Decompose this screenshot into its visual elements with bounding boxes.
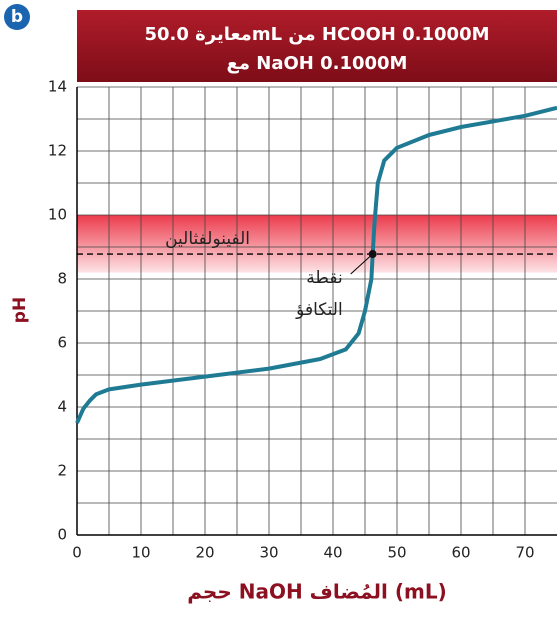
x-tick-label: 0 <box>72 544 82 562</box>
equivalence-label: التكافؤ <box>295 300 343 320</box>
y-tick-label: 4 <box>57 398 67 416</box>
y-axis-label: pH <box>10 297 30 323</box>
curve <box>75 105 557 424</box>
chart-title: معايرة 50.0mL من HCOOH 0.1000M <box>144 24 489 45</box>
x-tick-label: 30 <box>259 544 278 562</box>
x-tick-label: 50 <box>387 544 406 562</box>
equivalence-label: نقطة <box>306 268 342 288</box>
leader-line <box>350 253 374 275</box>
title-band <box>77 10 557 82</box>
x-tick-label: 70 <box>515 544 534 562</box>
x-axis-label: حجم NaOH المُضاف (mL) <box>187 580 446 604</box>
indicator-label: الفينولفثالين <box>165 229 250 249</box>
y-tick-label: 2 <box>57 462 67 480</box>
y-tick-label: 12 <box>48 142 67 160</box>
equivalence-point <box>368 250 377 259</box>
y-tick-label: 10 <box>48 206 67 224</box>
chart-title: مع NaOH 0.1000M <box>227 53 408 74</box>
x-tick-label: 60 <box>451 544 470 562</box>
y-tick-label: 8 <box>57 270 67 288</box>
x-tick-label: 40 <box>323 544 342 562</box>
y-tick-label: 0 <box>57 526 67 544</box>
y-tick-label: 14 <box>48 78 67 96</box>
indicator-band <box>77 215 557 273</box>
badge <box>4 4 30 30</box>
badge-text: b <box>11 7 23 27</box>
x-tick-label: 20 <box>195 544 214 562</box>
x-tick-label: 10 <box>131 544 150 562</box>
y-tick-label: 6 <box>57 334 67 352</box>
